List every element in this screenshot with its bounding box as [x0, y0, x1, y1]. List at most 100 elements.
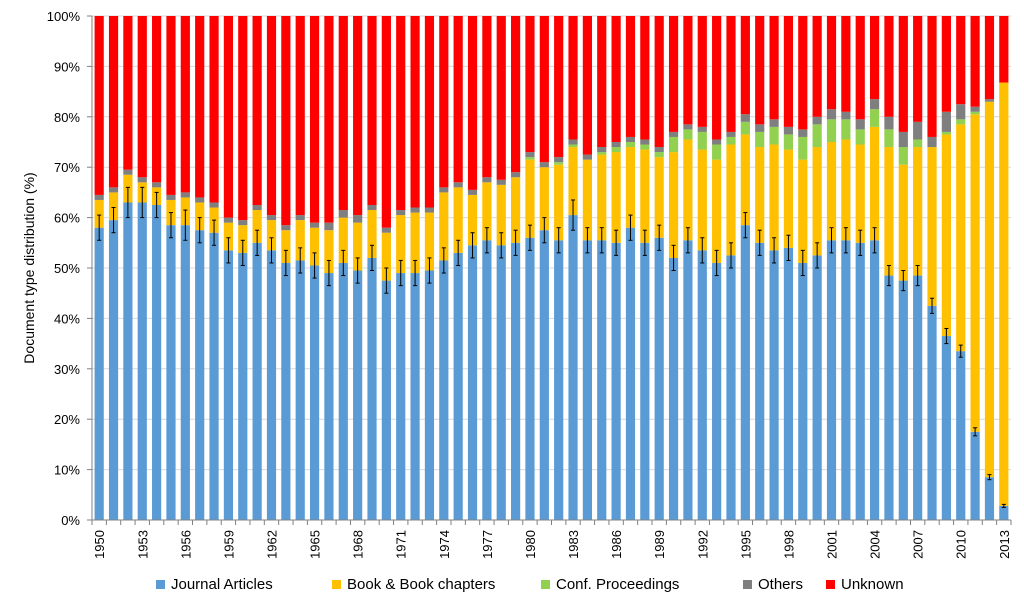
- bar-journal-articles: [898, 280, 908, 520]
- bar-book-book-chapters: [956, 124, 966, 352]
- legend-item-book-book-chapters: Book & Book chapters: [332, 576, 495, 593]
- bar-conf-proceedings: [625, 142, 636, 148]
- error-bar: [226, 237, 231, 264]
- error-bar: [585, 227, 590, 254]
- error-bar: [427, 257, 432, 284]
- error-bar: [599, 227, 604, 254]
- bar-unknown: [841, 16, 851, 112]
- bar-unknown: [424, 16, 435, 208]
- error-bar: [671, 244, 676, 272]
- bar-conf-proceedings: [525, 157, 535, 160]
- bar-book-book-chapters: [252, 210, 262, 243]
- legend-label: Others: [758, 576, 804, 593]
- error-bar: [628, 214, 633, 241]
- bar-unknown: [396, 16, 406, 211]
- error-bar: [384, 267, 389, 294]
- bar-others: [94, 194, 104, 200]
- bar-unknown: [295, 16, 305, 216]
- bar-book-book-chapters: [338, 217, 348, 263]
- bar-unknown: [525, 16, 535, 153]
- bar-others: [841, 111, 851, 120]
- bar-conf-proceedings: [755, 131, 765, 148]
- bar-unknown: [410, 16, 420, 208]
- y-axis-label: Document type distribution (%): [21, 172, 37, 363]
- bar-conf-proceedings: [913, 139, 923, 148]
- bar-journal-articles: [697, 250, 707, 521]
- bar-others: [984, 99, 995, 102]
- bar-journal-articles: [381, 280, 391, 520]
- bar-book-book-chapters: [927, 147, 937, 306]
- bar-unknown: [654, 16, 664, 148]
- bar-journal-articles: [295, 260, 305, 520]
- error-bar: [312, 252, 317, 279]
- x-tick-label: 1959: [221, 530, 236, 559]
- bar-journal-articles: [496, 245, 506, 520]
- bar-journal-articles: [108, 220, 119, 520]
- bar-journal-articles: [453, 252, 463, 520]
- bar-book-book-chapters: [668, 152, 679, 258]
- bar-book-book-chapters: [941, 134, 951, 337]
- bar-book-book-chapters: [424, 212, 435, 271]
- bar-book-book-chapters: [984, 101, 995, 478]
- bar-others: [783, 126, 794, 135]
- error-bar: [958, 344, 963, 358]
- bar-book-book-chapters: [525, 159, 535, 238]
- bar-book-book-chapters: [295, 220, 305, 261]
- bar-unknown: [137, 16, 147, 178]
- bar-others: [956, 104, 966, 120]
- bar-book-book-chapters: [281, 230, 291, 263]
- bar-conf-proceedings: [783, 134, 794, 150]
- bar-others: [941, 111, 951, 132]
- bar-unknown: [252, 16, 262, 205]
- bar-journal-articles: [525, 237, 535, 520]
- bar-unknown: [783, 16, 794, 127]
- bar-others: [482, 177, 492, 183]
- bar-book-book-chapters: [467, 194, 478, 246]
- x-tick-label: 1983: [566, 530, 581, 559]
- bar-book-book-chapters: [898, 164, 908, 281]
- bar-book-book-chapters: [309, 227, 320, 266]
- legend-item-conf-proceedings: Conf. Proceedings: [541, 576, 679, 593]
- bar-conf-proceedings: [884, 129, 894, 148]
- error-bar: [556, 227, 561, 254]
- bar-unknown: [152, 16, 162, 183]
- bar-others: [640, 139, 650, 145]
- x-tick-labels: 1950 1953 1956 1959 1962 1965 1968 1971 1974 1977…: [92, 530, 1012, 559]
- bar-others: [611, 142, 621, 148]
- bar-journal-articles: [582, 240, 592, 520]
- bar-journal-articles: [640, 242, 650, 521]
- error-bar: [930, 297, 935, 314]
- bar-others: [755, 124, 765, 132]
- bar-journal-articles: [769, 250, 779, 521]
- bar-unknown: [539, 16, 549, 163]
- bar-unknown: [826, 16, 837, 110]
- bar-book-book-chapters: [869, 126, 880, 241]
- bar-journal-articles: [338, 262, 348, 520]
- bar-journal-articles: [826, 240, 837, 520]
- bar-unknown: [209, 16, 219, 203]
- bar-book-book-chapters: [826, 142, 837, 241]
- y-tick-label: 20%: [54, 412, 80, 427]
- error-bar: [197, 217, 202, 244]
- x-tick-label: 2001: [825, 530, 840, 559]
- bar-journal-articles: [137, 202, 147, 521]
- legend-swatch: [332, 580, 341, 589]
- bar-others: [209, 202, 219, 208]
- bar-journal-articles: [554, 240, 564, 520]
- bar-others: [898, 131, 908, 148]
- bar-others: [180, 192, 190, 198]
- bar-others: [309, 222, 320, 228]
- axes: [87, 15, 1012, 525]
- bar-journal-articles: [597, 240, 607, 520]
- y-tick-label: 60%: [54, 211, 80, 226]
- bar-unknown: [898, 16, 908, 132]
- bar-unknown: [266, 16, 277, 216]
- bar-journal-articles: [855, 242, 865, 521]
- error-bar: [700, 237, 705, 264]
- bar-journal-articles: [309, 265, 320, 520]
- error-bar: [987, 474, 992, 481]
- bar-journal-articles: [266, 250, 277, 521]
- error-bar: [499, 232, 504, 259]
- bar-journal-articles: [941, 336, 951, 520]
- bar-conf-proceedings: [726, 136, 736, 145]
